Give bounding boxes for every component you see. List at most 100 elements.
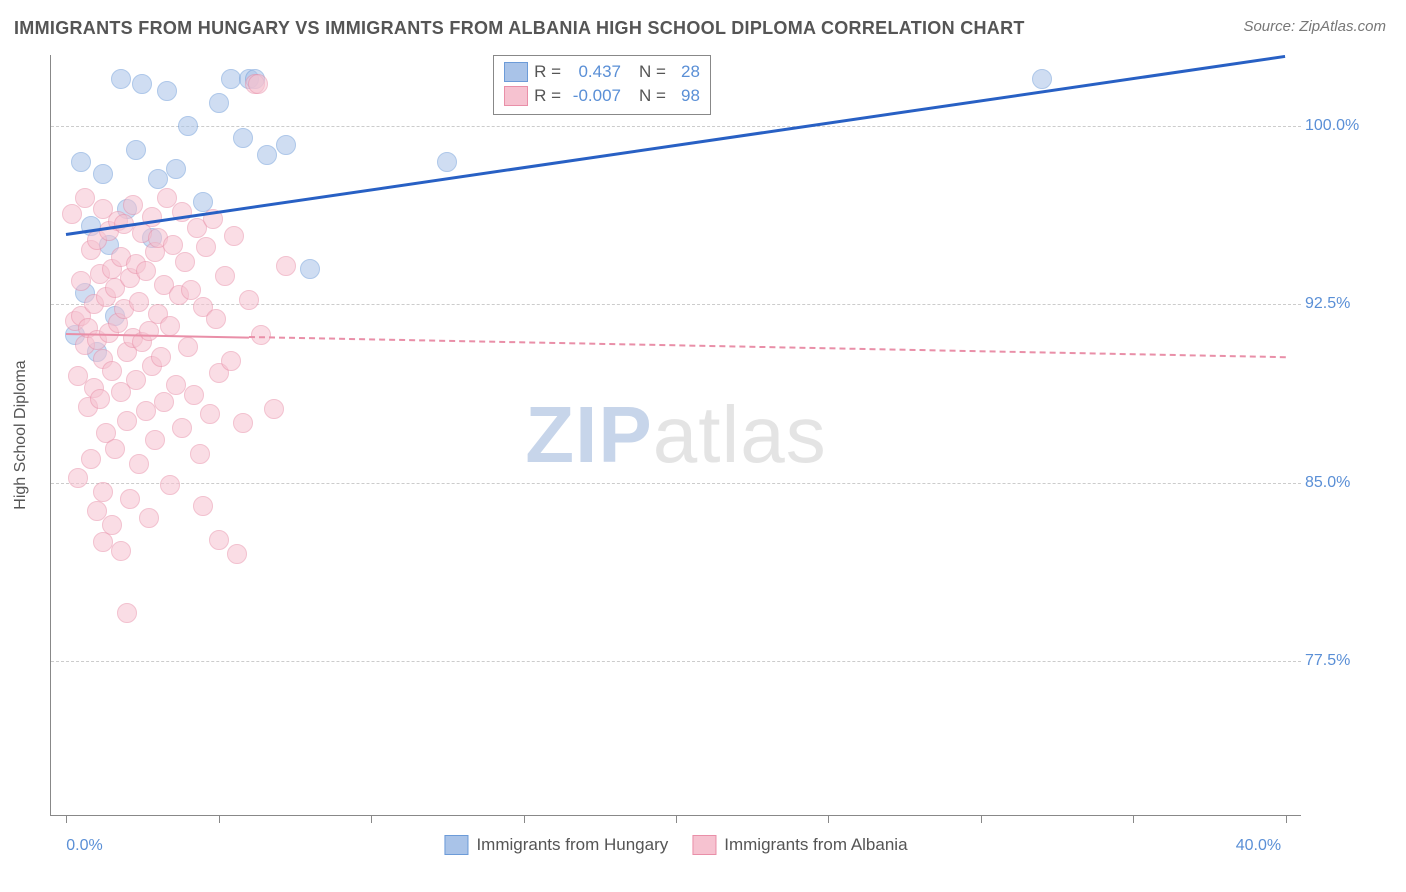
scatter-point-albania [139, 508, 159, 528]
x-tick-label: 40.0% [1236, 837, 1281, 855]
trend-line [249, 336, 1286, 358]
scatter-point-albania [200, 404, 220, 424]
scatter-point-albania [123, 195, 143, 215]
legend-r-label: R = [534, 60, 561, 84]
scatter-point-hungary [111, 69, 131, 89]
scatter-point-albania [184, 385, 204, 405]
scatter-point-albania [111, 541, 131, 561]
legend-label: Immigrants from Albania [724, 835, 907, 855]
x-tick-mark [524, 815, 525, 823]
scatter-point-hungary [178, 116, 198, 136]
scatter-point-hungary [437, 152, 457, 172]
legend-swatch-pink [692, 835, 716, 855]
scatter-point-albania [126, 370, 146, 390]
scatter-point-albania [160, 316, 180, 336]
scatter-point-albania [193, 496, 213, 516]
scatter-point-albania [224, 226, 244, 246]
legend-series: Immigrants from Hungary Immigrants from … [444, 835, 907, 855]
legend-swatch-blue [444, 835, 468, 855]
scatter-point-albania [136, 401, 156, 421]
x-tick-mark [676, 815, 677, 823]
scatter-point-albania [117, 603, 137, 623]
legend-n-label: N = [639, 84, 666, 108]
x-tick-label: 0.0% [66, 837, 102, 855]
legend-r-label: R = [534, 84, 561, 108]
scatter-point-albania [160, 475, 180, 495]
legend-item-albania: Immigrants from Albania [692, 835, 907, 855]
scatter-point-albania [154, 392, 174, 412]
scatter-point-albania [178, 337, 198, 357]
scatter-point-albania [248, 74, 268, 94]
scatter-point-hungary [132, 74, 152, 94]
scatter-point-albania [145, 430, 165, 450]
scatter-point-hungary [71, 152, 91, 172]
scatter-point-albania [172, 418, 192, 438]
legend-item-hungary: Immigrants from Hungary [444, 835, 668, 855]
scatter-point-hungary [157, 81, 177, 101]
scatter-point-hungary [1032, 69, 1052, 89]
x-tick-mark [66, 815, 67, 823]
legend-n-value: 98 [672, 84, 700, 108]
scatter-point-albania [151, 347, 171, 367]
scatter-point-albania [93, 482, 113, 502]
legend-label: Immigrants from Hungary [476, 835, 668, 855]
legend-n-value: 28 [672, 60, 700, 84]
legend-swatch-blue [504, 62, 528, 82]
scatter-point-albania [221, 351, 241, 371]
scatter-point-albania [117, 411, 137, 431]
gridline-h [51, 304, 1301, 305]
scatter-point-albania [276, 256, 296, 276]
chart-plot-area: High School Diploma ZIPatlas R =0.437N =… [50, 55, 1301, 816]
y-tick-label: 77.5% [1305, 652, 1375, 670]
x-tick-mark [828, 815, 829, 823]
scatter-point-hungary [166, 159, 186, 179]
legend-correlation-row: R =0.437N =28 [504, 60, 700, 84]
scatter-point-albania [105, 439, 125, 459]
legend-n-label: N = [639, 60, 666, 84]
chart-title: IMMIGRANTS FROM HUNGARY VS IMMIGRANTS FR… [14, 18, 1025, 39]
scatter-point-albania [102, 361, 122, 381]
scatter-point-albania [206, 309, 226, 329]
scatter-point-albania [71, 271, 91, 291]
scatter-point-albania [166, 375, 186, 395]
x-tick-mark [1133, 815, 1134, 823]
gridline-h [51, 483, 1301, 484]
scatter-point-albania [215, 266, 235, 286]
scatter-point-hungary [93, 164, 113, 184]
scatter-point-albania [227, 544, 247, 564]
x-tick-mark [219, 815, 220, 823]
scatter-point-albania [75, 188, 95, 208]
scatter-point-hungary [209, 93, 229, 113]
scatter-point-albania [62, 204, 82, 224]
y-tick-label: 85.0% [1305, 474, 1375, 492]
scatter-point-albania [190, 444, 210, 464]
x-tick-mark [981, 815, 982, 823]
scatter-point-albania [129, 292, 149, 312]
scatter-point-albania [136, 261, 156, 281]
scatter-point-albania [93, 532, 113, 552]
scatter-point-albania [68, 468, 88, 488]
scatter-point-albania [264, 399, 284, 419]
scatter-point-hungary [221, 69, 241, 89]
y-tick-label: 92.5% [1305, 295, 1375, 313]
scatter-point-albania [233, 413, 253, 433]
legend-swatch-pink [504, 86, 528, 106]
scatter-point-hungary [276, 135, 296, 155]
x-tick-mark [1286, 815, 1287, 823]
scatter-point-hungary [233, 128, 253, 148]
scatter-point-albania [209, 530, 229, 550]
legend-correlation-box: R =0.437N =28R =-0.007 N =98 [493, 55, 711, 115]
x-tick-mark [371, 815, 372, 823]
scatter-point-albania [196, 237, 216, 257]
scatter-point-albania [175, 252, 195, 272]
scatter-point-hungary [257, 145, 277, 165]
scatter-point-albania [81, 449, 101, 469]
legend-r-value: -0.007 [567, 84, 621, 108]
scatter-point-albania [129, 454, 149, 474]
scatter-point-hungary [148, 169, 168, 189]
y-axis-title: High School Diploma [12, 360, 30, 509]
source-label: Source: ZipAtlas.com [1243, 18, 1386, 35]
scatter-point-albania [120, 489, 140, 509]
scatter-point-albania [239, 290, 259, 310]
scatter-point-hungary [126, 140, 146, 160]
